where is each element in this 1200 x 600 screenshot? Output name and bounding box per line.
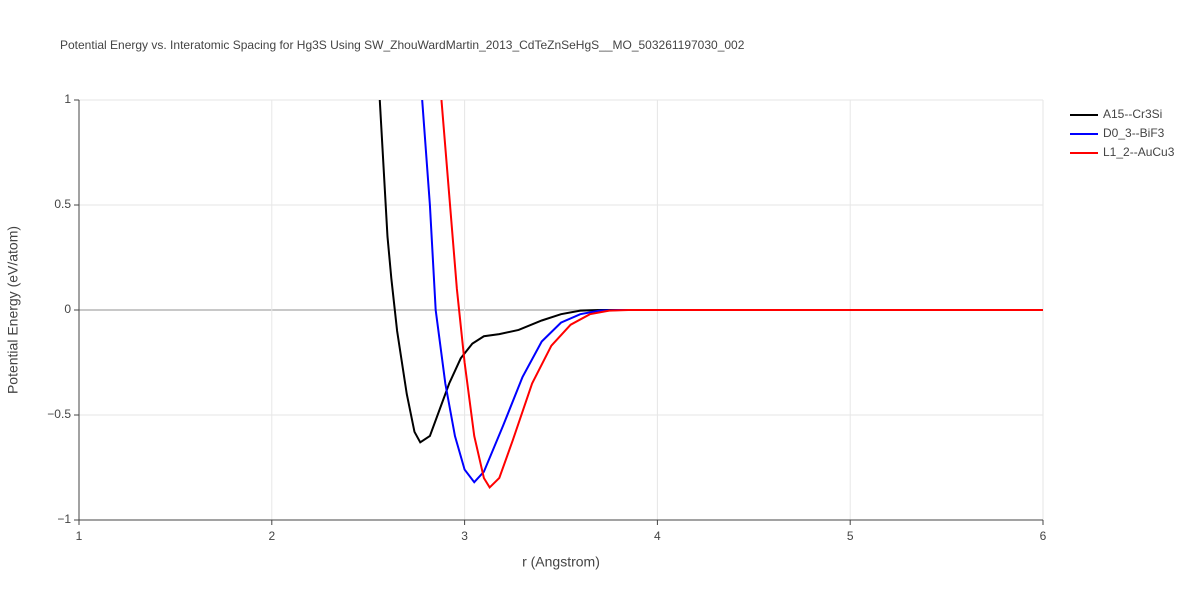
- y-tick-label: 0.5: [54, 197, 71, 211]
- x-tick-label: 3: [461, 529, 468, 543]
- legend-label: A15--Cr3Si: [1103, 107, 1162, 121]
- x-tick-label: 5: [847, 529, 854, 543]
- plot-area: [378, 100, 1043, 490]
- line-series: [440, 100, 1043, 490]
- y-tick-label: 1: [64, 92, 71, 106]
- y-tick-label: −1: [57, 512, 71, 526]
- line-series: [378, 100, 1043, 444]
- y-tick-label: −0.5: [47, 407, 71, 421]
- chart-title: Potential Energy vs. Interatomic Spacing…: [60, 38, 745, 52]
- y-axis-label: Potential Energy (eV/atom): [5, 226, 21, 394]
- x-tick-label: 1: [76, 529, 83, 543]
- line-series: [421, 100, 1043, 484]
- x-tick-label: 2: [268, 529, 275, 543]
- y-tick-label: 0: [64, 302, 71, 316]
- x-axis-label: r (Angstrom): [522, 554, 600, 570]
- legend-label: D0_3--BiF3: [1103, 126, 1165, 140]
- x-tick-label: 6: [1040, 529, 1047, 543]
- legend-label: L1_2--AuCu3: [1103, 145, 1175, 159]
- x-tick-label: 4: [654, 529, 661, 543]
